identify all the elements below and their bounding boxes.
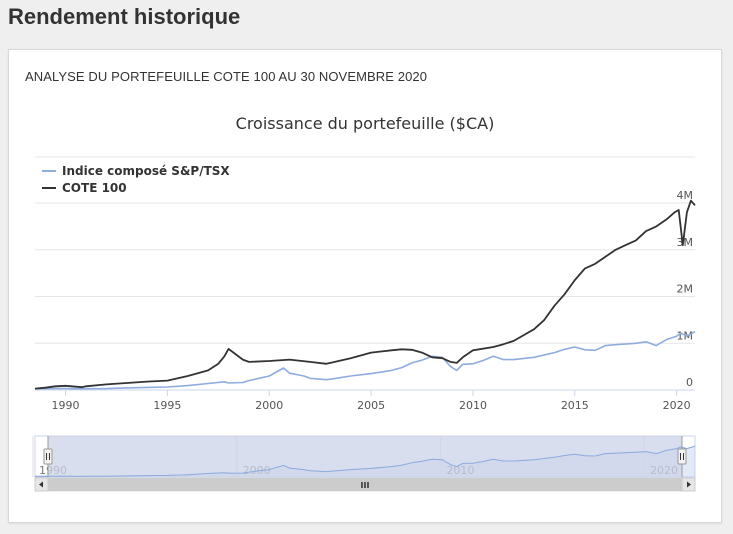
x-tick-label: 2015: [561, 399, 589, 412]
y-tick-label: 4M: [677, 189, 694, 202]
portfolio-card: ANALYSE DU PORTEFEUILLE COTE 100 AU 30 N…: [8, 49, 722, 523]
page-title: Rendement historique: [8, 4, 241, 29]
scrollbar-left-button[interactable]: [34, 477, 49, 492]
legend-item-label[interactable]: COTE 100: [62, 181, 127, 195]
x-tick-label: 2010: [459, 399, 487, 412]
y-tick-label: 2M: [677, 283, 694, 296]
portfolio-growth-chart: Croissance du portefeuille ($CA) 01M2M3M…: [32, 114, 696, 492]
y-tick-label: 0: [686, 376, 693, 389]
navigator-series-line-overlay: [34, 445, 696, 477]
navigator-selection[interactable]: [48, 436, 682, 477]
scrollbar-right-button[interactable]: [681, 477, 696, 492]
navigator-right-handle[interactable]: [677, 448, 687, 465]
legend-item-label[interactable]: Indice composé S&P/TSX: [62, 164, 230, 178]
arrow-left-icon: [39, 481, 43, 488]
grid-lines: [35, 156, 695, 391]
scrollbar-grip-icon: III: [361, 481, 370, 490]
navigator[interactable]: 1990200020102020III: [32, 435, 696, 492]
series-lines: [34, 199, 696, 390]
series-line-cote100: [34, 199, 696, 390]
chart-title: Croissance du portefeuille ($CA): [236, 114, 495, 133]
legend: Indice composé S&P/TSX COTE 100: [42, 164, 230, 195]
x-axis-labels: 1990 1995 2000 2005 2010 2015 2020: [52, 390, 691, 412]
y-tick-label: 3M: [677, 236, 694, 249]
scrollbar-thumb[interactable]: [48, 478, 682, 491]
x-tick-label: 1990: [52, 399, 80, 412]
x-tick-label: 2000: [255, 399, 283, 412]
x-tick-label: 2020: [663, 399, 691, 412]
navigator-left-handle[interactable]: [43, 448, 53, 465]
x-tick-label: 1995: [153, 399, 181, 412]
series-line-tsx: [34, 330, 696, 390]
x-tick-label: 2005: [357, 399, 385, 412]
arrow-right-icon: [687, 481, 691, 488]
card-heading: ANALYSE DU PORTEFEUILLE COTE 100 AU 30 N…: [25, 69, 428, 84]
